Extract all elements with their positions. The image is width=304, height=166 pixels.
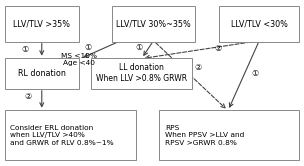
Text: ①: ① xyxy=(251,69,258,78)
Text: ②: ② xyxy=(195,63,202,72)
Text: ②: ② xyxy=(25,92,32,101)
FancyBboxPatch shape xyxy=(91,58,192,89)
Text: Consider ERL donation
when LLV/TLV >40%
and GRWR of RLV 0.8%~1%: Consider ERL donation when LLV/TLV >40% … xyxy=(10,124,114,146)
FancyBboxPatch shape xyxy=(5,6,79,42)
Text: LL donation
When LLV >0.8% GRWR: LL donation When LLV >0.8% GRWR xyxy=(96,63,187,83)
Text: LLV/TLV >35%: LLV/TLV >35% xyxy=(13,19,70,28)
Text: RL donation: RL donation xyxy=(18,69,66,78)
Text: MS <10%
Age <40: MS <10% Age <40 xyxy=(61,53,97,66)
Text: LLV/TLV <30%: LLV/TLV <30% xyxy=(231,19,288,28)
Text: ①: ① xyxy=(135,43,142,52)
Text: RPS
When PPSV >LLV and
RPSV >GRWR 0.8%: RPS When PPSV >LLV and RPSV >GRWR 0.8% xyxy=(165,124,245,146)
FancyBboxPatch shape xyxy=(5,58,79,89)
Text: ①: ① xyxy=(85,43,92,52)
Text: ②: ② xyxy=(214,43,221,52)
FancyBboxPatch shape xyxy=(5,110,136,160)
Text: ①: ① xyxy=(22,45,29,54)
FancyBboxPatch shape xyxy=(219,6,299,42)
Text: LLV/TLV 30%~35%: LLV/TLV 30%~35% xyxy=(116,19,191,28)
FancyBboxPatch shape xyxy=(159,110,299,160)
FancyBboxPatch shape xyxy=(112,6,195,42)
